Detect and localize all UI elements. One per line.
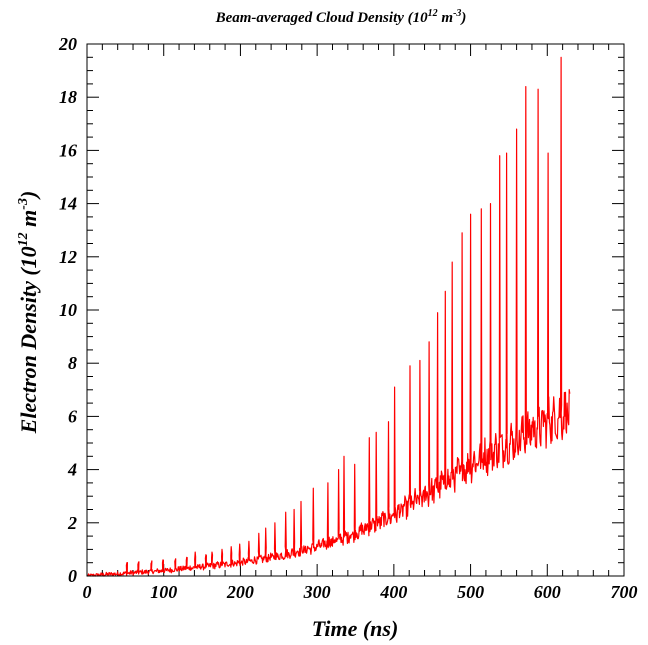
- y-tick-label: 16: [59, 140, 77, 160]
- density-series-line: [86, 56, 571, 577]
- y-tick-label: 10: [59, 300, 77, 320]
- x-tick-label: 600: [534, 582, 561, 602]
- x-tick-label: 400: [379, 582, 407, 602]
- x-tick-label: 700: [611, 582, 638, 602]
- y-tick-label: 12: [59, 247, 77, 267]
- chart-title: Beam-averaged Cloud Density (1012 m-3): [215, 8, 467, 26]
- y-tick-label: 4: [67, 460, 77, 480]
- x-tick-label: 300: [303, 582, 331, 602]
- x-tick-label: 500: [457, 582, 484, 602]
- y-tick-label: 6: [68, 406, 77, 426]
- y-tick-label: 2: [67, 513, 77, 533]
- y-tick-label: 14: [59, 194, 77, 214]
- series-layer: [86, 56, 571, 577]
- plot-frame: [86, 43, 625, 577]
- y-axis-label: Electron Density (1012 m-3): [16, 191, 41, 435]
- tick-labels: 0 100 200 300 400 500 600 700 0 2 4 6 8 10 12 14 16 18 20: [58, 34, 638, 602]
- y-tick-label: 20: [58, 34, 77, 54]
- y-tick-label: 0: [68, 566, 77, 586]
- x-tick-label: 0: [83, 582, 92, 602]
- y-tick-label: 18: [59, 87, 77, 107]
- y-tick-label: 8: [68, 353, 77, 373]
- axis-ticks: [86, 43, 625, 577]
- x-tick-label: 100: [150, 582, 177, 602]
- x-tick-label: 200: [226, 582, 254, 602]
- x-axis-label: Time (ns): [312, 616, 399, 641]
